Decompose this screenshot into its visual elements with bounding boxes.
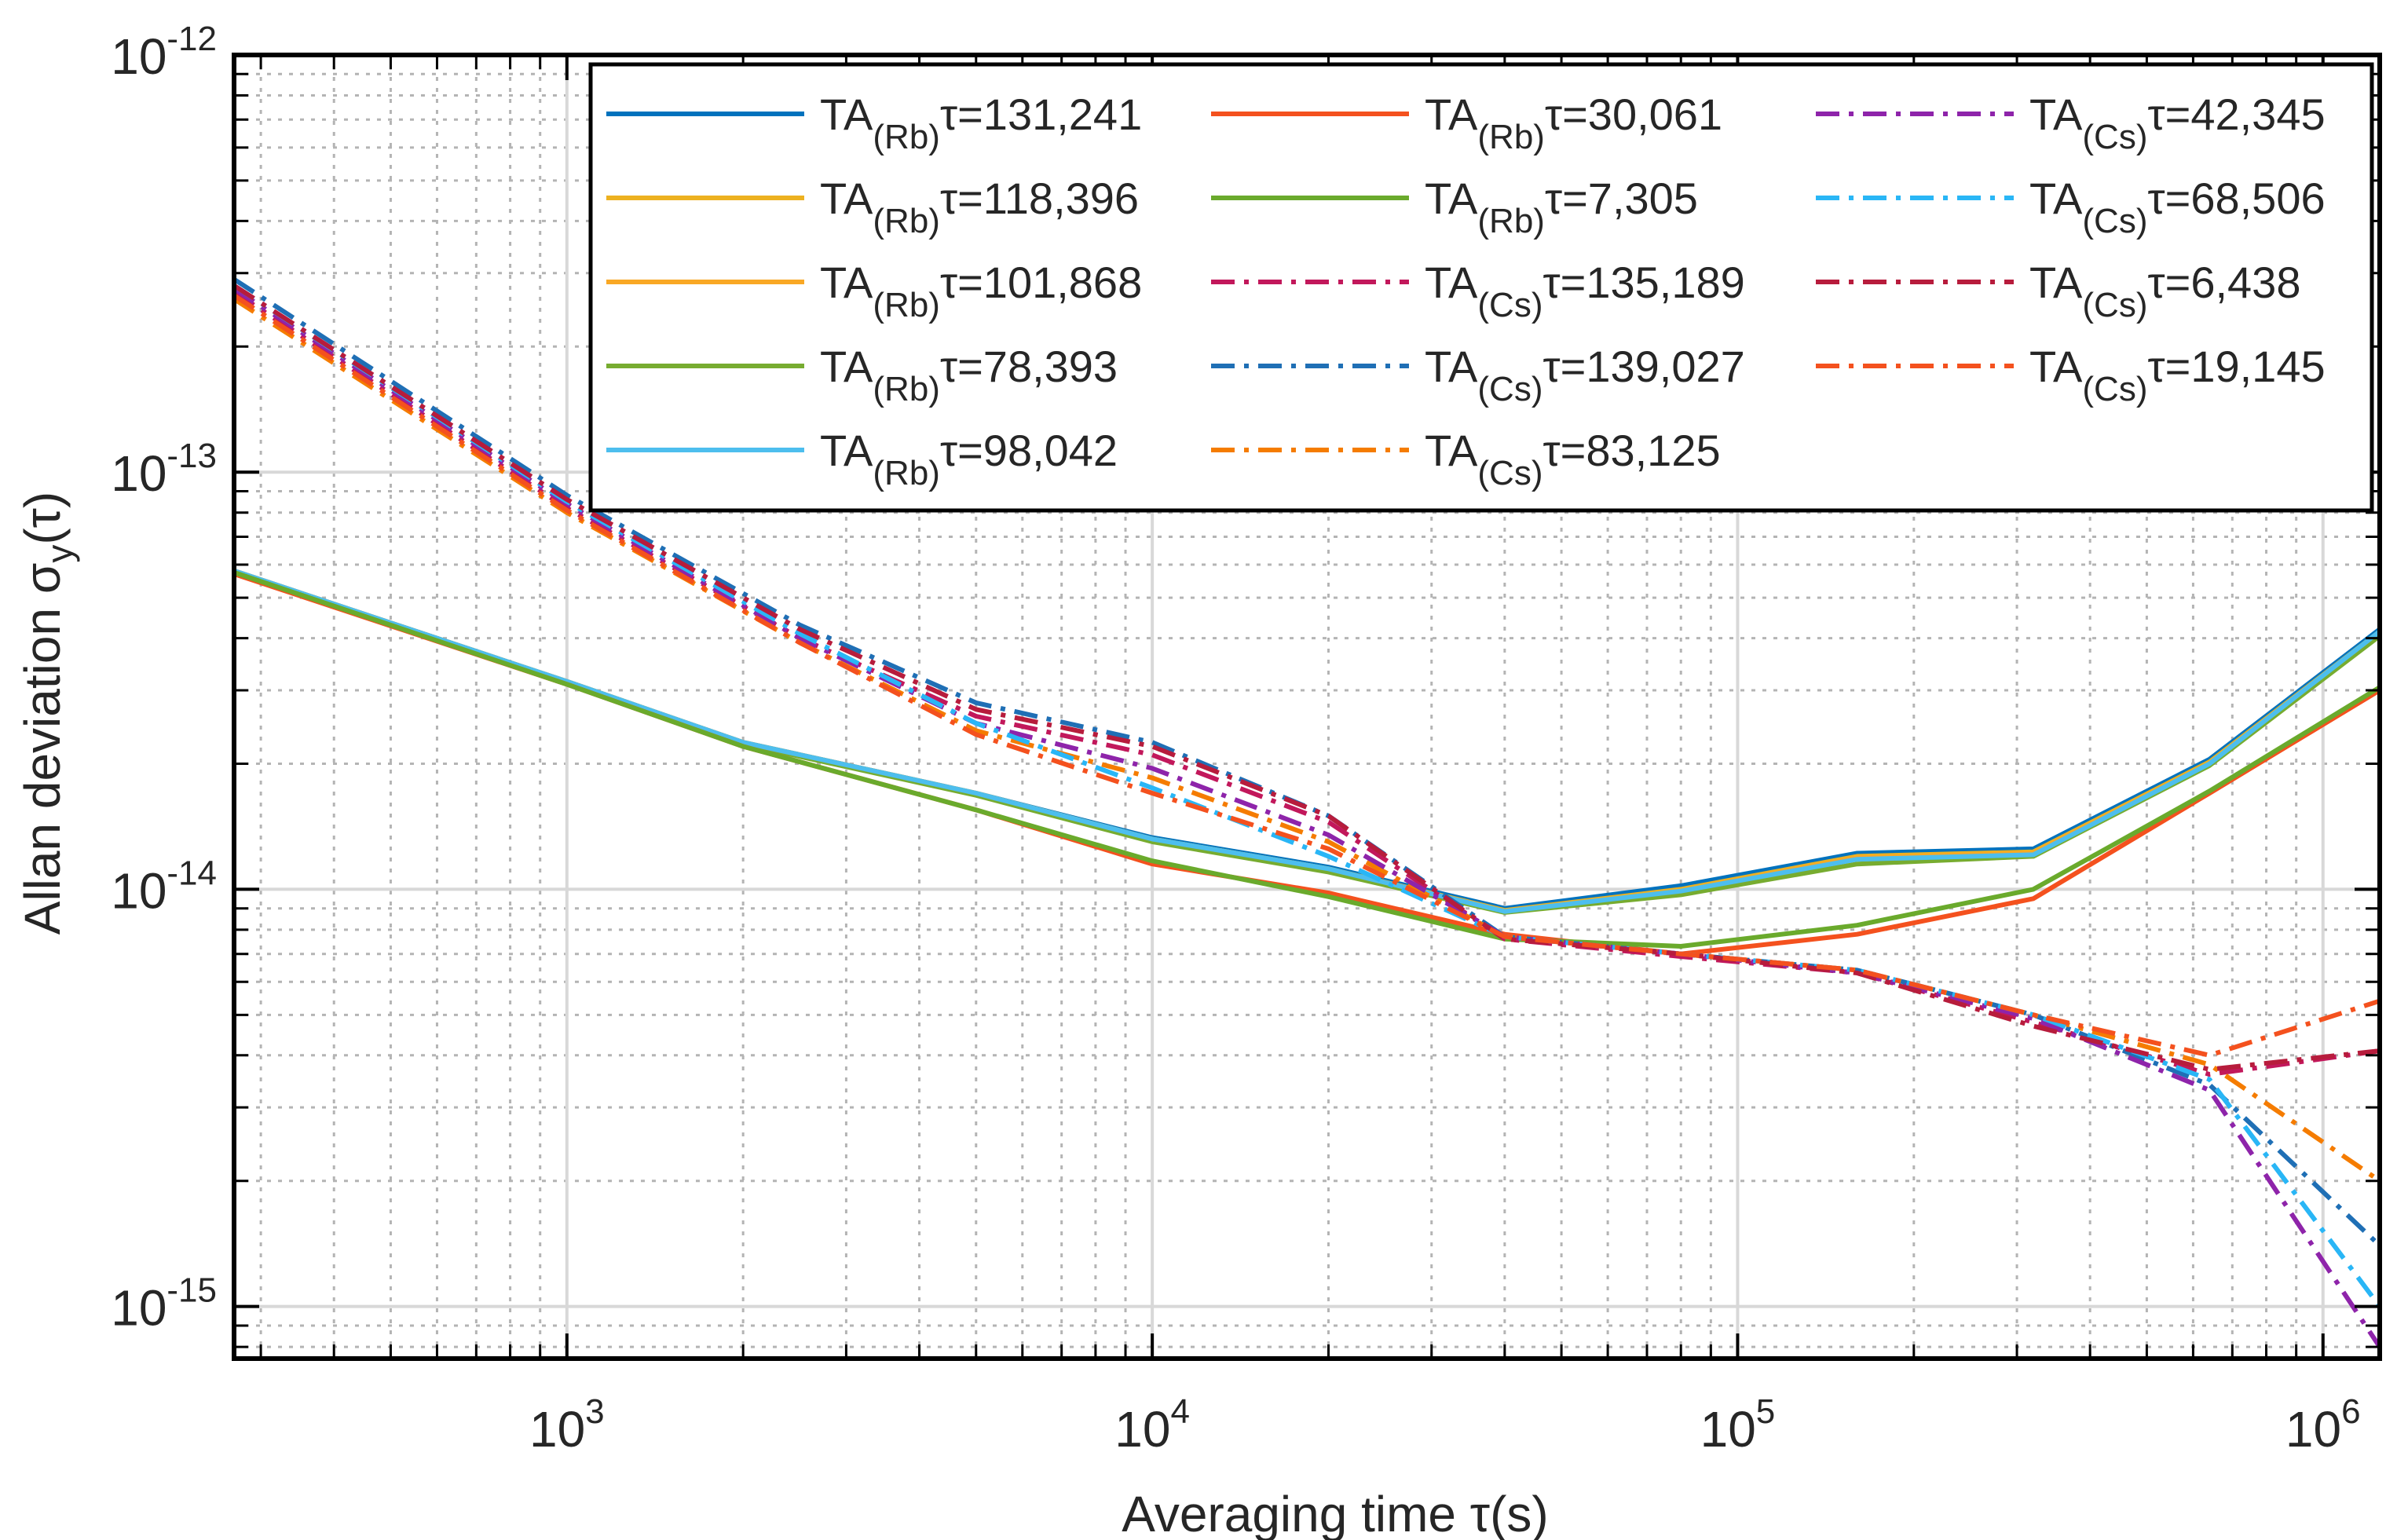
- legend-label: TA(Cs)τ=135,189: [1425, 258, 1745, 324]
- x-axis-label: Averaging time τ(s): [1122, 1486, 1548, 1540]
- legend-label: TA(Rb)τ=30,061: [1425, 90, 1722, 156]
- series-line-3: [234, 569, 2380, 914]
- legend-entry: TA(Cs)τ=83,125: [1211, 426, 1721, 492]
- x-tick-label: 105: [1700, 1392, 1776, 1458]
- legend-entry: TA(Cs)τ=139,027: [1211, 342, 1745, 408]
- y-tick-label: 10-15: [111, 1271, 217, 1337]
- legend-label: TA(Rb)τ=101,868: [820, 258, 1142, 324]
- legend-entry: TA(Rb)τ=78,393: [606, 342, 1118, 408]
- y-tick-labels: 10-12 10-13 10-14 10-15: [111, 20, 217, 1337]
- legend-label: TA(Rb)τ=98,042: [820, 426, 1118, 492]
- legend-box: [588, 62, 2374, 513]
- legend-entry: TA(Cs)τ=6,438: [1816, 258, 2300, 324]
- legend-label: TA(Rb)τ=78,393: [820, 342, 1118, 408]
- series-line-12: [234, 283, 2380, 1308]
- legend-label: TA(Rb)τ=7,305: [1425, 174, 1698, 240]
- series-line-11: [234, 287, 2380, 1348]
- y-axis-label-sub: y: [39, 545, 80, 563]
- y-tick-label: 10-14: [111, 854, 217, 919]
- series-line-2: [234, 569, 2380, 913]
- legend-entry: TA(Rb)τ=7,305: [1211, 174, 1698, 240]
- legend-label: TA(Cs)τ=139,027: [1425, 342, 1745, 408]
- series-line-7: [234, 570, 2380, 949]
- x-tick-label: 104: [1114, 1392, 1190, 1458]
- legend-label: TA(Cs)τ=42,345: [2029, 90, 2326, 156]
- legend-entry: TA(Rb)τ=98,042: [606, 426, 1118, 492]
- series-lines: [234, 277, 2380, 1348]
- legend-label: TA(Rb)τ=118,396: [820, 174, 1139, 240]
- minor-grid: [234, 55, 2380, 1359]
- legend-label: TA(Cs)τ=83,125: [1425, 426, 1721, 492]
- legend-label: TA(Cs)τ=6,438: [2029, 258, 2300, 324]
- legend-entry: TA(Cs)τ=135,189: [1211, 258, 1745, 324]
- y-axis-label-main: Allan deviation σ: [14, 563, 71, 935]
- series-line-1: [234, 569, 2380, 911]
- legend-entry: TA(Rb)τ=101,868: [606, 258, 1142, 324]
- y-axis-label: Allan deviation σy(τ): [14, 492, 80, 935]
- plot-area-frame: [232, 53, 2382, 1361]
- legend-entry: TA(Cs)τ=19,145: [1816, 342, 2326, 408]
- y-axis-label-tail: (τ): [14, 492, 71, 545]
- legend: TA(Rb)τ=131,241 TA(Rb)τ=118,396 TA(Rb)τ=10…: [588, 62, 2374, 513]
- legend-entry: TA(Rb)τ=131,241: [606, 90, 1142, 156]
- y-tick-label: 10-13: [111, 437, 217, 502]
- series-line-13: [234, 283, 2380, 1072]
- legend-label: TA(Rb)τ=131,241: [820, 90, 1142, 156]
- legend-entry: TA(Cs)τ=42,345: [1816, 90, 2326, 156]
- legend-entry: TA(Cs)τ=68,506: [1816, 174, 2326, 240]
- x-tick-label: 103: [529, 1392, 605, 1458]
- x-tick-label: 106: [2285, 1392, 2361, 1458]
- series-line-14: [234, 293, 2380, 1058]
- series-line-5: [234, 569, 2380, 914]
- legend-label: TA(Cs)τ=68,506: [2029, 174, 2326, 240]
- legend-label: TA(Cs)τ=19,145: [2029, 342, 2326, 408]
- legend-entry: TA(Rb)τ=118,396: [606, 174, 1139, 240]
- y-tick-label: 10-12: [111, 20, 217, 85]
- x-tick-labels: 103 104 105 106: [529, 1392, 2361, 1458]
- legend-entry: TA(Rb)τ=30,061: [1211, 90, 1722, 156]
